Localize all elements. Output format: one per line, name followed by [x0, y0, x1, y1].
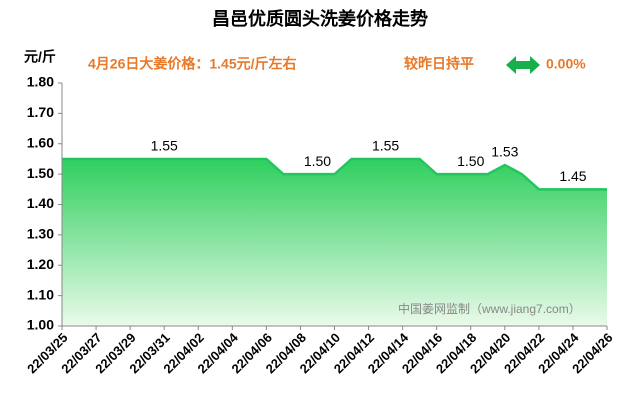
data-label: 1.50	[304, 153, 331, 169]
y-axis-label: 元/斤	[24, 49, 56, 65]
data-label: 1.55	[151, 138, 178, 154]
y-tick-label: 1.40	[27, 195, 54, 211]
watermark: 中国姜网监制（www.jiang7.com）	[398, 301, 581, 316]
headline: 4月26日大姜价格：1.45元/斤左右	[88, 56, 297, 72]
y-tick-label: 1.30	[27, 226, 54, 242]
data-label: 1.50	[457, 153, 484, 169]
y-tick-label: 1.00	[27, 317, 54, 333]
y-tick-label: 1.20	[27, 256, 54, 272]
flat-arrow-icon	[506, 56, 540, 74]
y-tick-label: 1.60	[27, 134, 54, 150]
line	[62, 157, 607, 191]
change-text: 较昨日持平	[404, 56, 474, 72]
data-label: 1.53	[491, 144, 518, 160]
data-label: 1.45	[559, 168, 586, 184]
y-tick-label: 1.70	[27, 104, 54, 120]
y-tick-label: 1.10	[27, 286, 54, 302]
change-value: 0.00%	[546, 56, 586, 72]
area	[62, 158, 607, 326]
y-tick-label: 1.50	[27, 165, 54, 181]
y-tick-label: 1.80	[27, 74, 54, 90]
chart-title: 昌邑优质圆头洗姜价格走势	[212, 8, 428, 29]
data-label: 1.55	[372, 138, 399, 154]
